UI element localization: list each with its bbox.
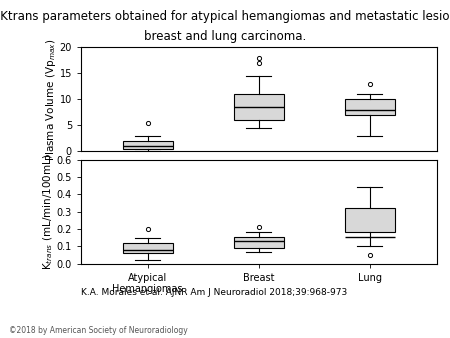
- Text: K.A. Morales et al. AJNR Am J Neuroradiol 2018;39:968-973: K.A. Morales et al. AJNR Am J Neuroradio…: [81, 288, 347, 297]
- PathPatch shape: [234, 94, 284, 120]
- PathPatch shape: [123, 243, 173, 253]
- PathPatch shape: [345, 99, 395, 115]
- PathPatch shape: [123, 141, 173, 149]
- PathPatch shape: [234, 237, 284, 248]
- Text: breast and lung carcinoma.: breast and lung carcinoma.: [144, 30, 306, 43]
- PathPatch shape: [345, 208, 395, 233]
- Text: ©2018 by American Society of Neuroradiology: ©2018 by American Society of Neuroradiol…: [9, 325, 188, 335]
- Text: Vp and Ktrans parameters obtained for atypical hemangiomas and metastatic lesion: Vp and Ktrans parameters obtained for at…: [0, 10, 450, 23]
- Y-axis label: Plasma Volume (Vp$_{max}$): Plasma Volume (Vp$_{max}$): [44, 38, 58, 161]
- Y-axis label: K$_{trans}$ (mL/min/100mL): K$_{trans}$ (mL/min/100mL): [41, 153, 55, 270]
